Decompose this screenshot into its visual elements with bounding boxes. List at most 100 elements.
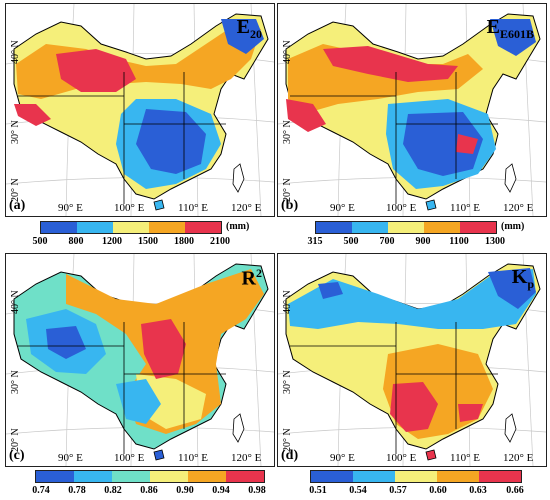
- lon-label: 120° E: [231, 202, 262, 214]
- region-red-se: [458, 404, 483, 422]
- legend-tick: 500: [32, 236, 48, 247]
- china-map-kp: [278, 254, 546, 466]
- lon-label: 120° E: [503, 452, 534, 464]
- legend-tick: 0.74: [32, 485, 50, 496]
- lon-label: 90° E: [58, 452, 83, 464]
- legend-tick: 0.98: [248, 485, 266, 496]
- province-lines: [290, 72, 498, 204]
- hainan: [153, 449, 165, 461]
- china-map-e601b: [278, 4, 546, 216]
- panel-title: EE601B: [486, 16, 534, 41]
- legend-tick: 0.82: [104, 485, 122, 496]
- region-red-west: [14, 104, 51, 126]
- province-lines: [18, 322, 226, 454]
- panel-title: E20: [236, 16, 262, 41]
- panel-label: (d): [281, 448, 299, 463]
- hainan: [153, 199, 165, 211]
- panel-label: (c): [9, 448, 25, 463]
- lon-label: 100° E: [386, 202, 417, 214]
- lat-label: 40° N: [10, 40, 21, 64]
- region-red: [390, 382, 438, 432]
- lon-label: 120° E: [503, 202, 534, 214]
- panel-label: (b): [281, 198, 299, 213]
- lat-label: 20° N: [282, 178, 293, 202]
- legend-tick: 0.94: [212, 485, 230, 496]
- hainan: [425, 449, 437, 461]
- taiwan: [232, 413, 245, 443]
- lat-label: 40° N: [282, 290, 293, 314]
- region-lightblue: [288, 269, 536, 329]
- lat-label: 30° N: [10, 370, 21, 394]
- lat-label: 30° N: [282, 370, 293, 394]
- legend-tick: 0.86: [140, 485, 158, 496]
- region-blue: [403, 112, 483, 176]
- region-red: [323, 46, 458, 82]
- china-map-e20: [6, 4, 274, 216]
- map-panel-b: EE601B (b) 90° E 100° E 110° E 120° E 20…: [277, 3, 547, 217]
- legend-tick: 1800: [174, 236, 194, 247]
- legend-tick: 1500: [138, 236, 158, 247]
- province-lines: [290, 322, 498, 454]
- lon-label: 90° E: [58, 202, 83, 214]
- lat-label: 30° N: [282, 120, 293, 144]
- region-blue: [136, 109, 206, 174]
- panel-label: (a): [9, 198, 26, 213]
- legend-tick: 900: [415, 236, 431, 247]
- lon-label: 90° E: [330, 452, 355, 464]
- legend-unit: (mm): [226, 221, 250, 232]
- map-panel-c: R2 (c) 90° E 100° E 110° E 120° E 20° N …: [5, 253, 275, 467]
- legend-c: 0.74 0.78 0.82 0.86 0.90 0.94 0.98: [32, 470, 275, 500]
- legend-tick: 1200: [102, 236, 122, 247]
- panel-title: R2: [241, 266, 262, 290]
- lon-label: 90° E: [330, 202, 355, 214]
- region-red-se: [456, 134, 478, 154]
- legend-tick: 500: [343, 236, 359, 247]
- lon-label: 100° E: [386, 452, 417, 464]
- legend-tick: 1100: [449, 236, 469, 247]
- map-panel-d: Kp (d) 90° E 100° E 110° E 120° E 20° N …: [277, 253, 547, 467]
- legend-colorbar: [35, 470, 265, 483]
- region-blue-ne: [490, 19, 536, 56]
- legend-tick: 2100: [210, 236, 230, 247]
- lat-label: 20° N: [282, 428, 293, 452]
- legend-tick: 0.90: [176, 485, 194, 496]
- hainan: [425, 199, 437, 211]
- china-map-r2: [6, 254, 274, 466]
- legend-a: 500 800 1200 1500 1800 2100 (mm): [33, 221, 270, 251]
- legend-tick: 0.63: [469, 485, 487, 496]
- legend-tick: 0.57: [389, 485, 407, 496]
- legend-tick: 0.60: [429, 485, 447, 496]
- map-panel-a: E20 (a) 90° E 100° E 110° E 120° E 20° N…: [5, 3, 275, 217]
- region-blue-w: [318, 282, 343, 299]
- taiwan: [504, 413, 517, 443]
- region-blue: [46, 326, 86, 359]
- legend-b: 315 500 700 900 1100 1300 (mm): [308, 221, 545, 251]
- region-red: [141, 319, 186, 379]
- lat-label: 20° N: [10, 178, 21, 202]
- lon-label: 110° E: [178, 202, 208, 214]
- legend-tick: 315: [307, 236, 323, 247]
- lat-label: 40° N: [10, 290, 21, 314]
- legend-colorbar: [315, 221, 497, 234]
- lat-label: 30° N: [10, 120, 21, 144]
- legend-colorbar: [40, 221, 222, 234]
- legend-tick: 0.51: [309, 485, 327, 496]
- lon-label: 100° E: [114, 202, 145, 214]
- region-lightblue-s: [116, 379, 161, 424]
- taiwan: [504, 163, 517, 193]
- legend-d: 0.51 0.54 0.57 0.60 0.63 0.66: [309, 470, 540, 500]
- legend-unit: (mm): [501, 221, 525, 232]
- region-red-west: [286, 99, 326, 132]
- lon-label: 100° E: [114, 452, 145, 464]
- legend-tick: 800: [68, 236, 84, 247]
- region-blue-ne: [488, 268, 536, 309]
- legend-tick: 0.66: [506, 485, 524, 496]
- lon-label: 110° E: [178, 452, 208, 464]
- legend-tick: 1300: [485, 236, 505, 247]
- region-blue-ne: [221, 19, 264, 54]
- lat-label: 40° N: [282, 40, 293, 64]
- region-red: [56, 49, 136, 92]
- panel-title: Kp: [511, 266, 534, 291]
- legend-tick: 0.54: [349, 485, 367, 496]
- lat-label: 20° N: [10, 428, 21, 452]
